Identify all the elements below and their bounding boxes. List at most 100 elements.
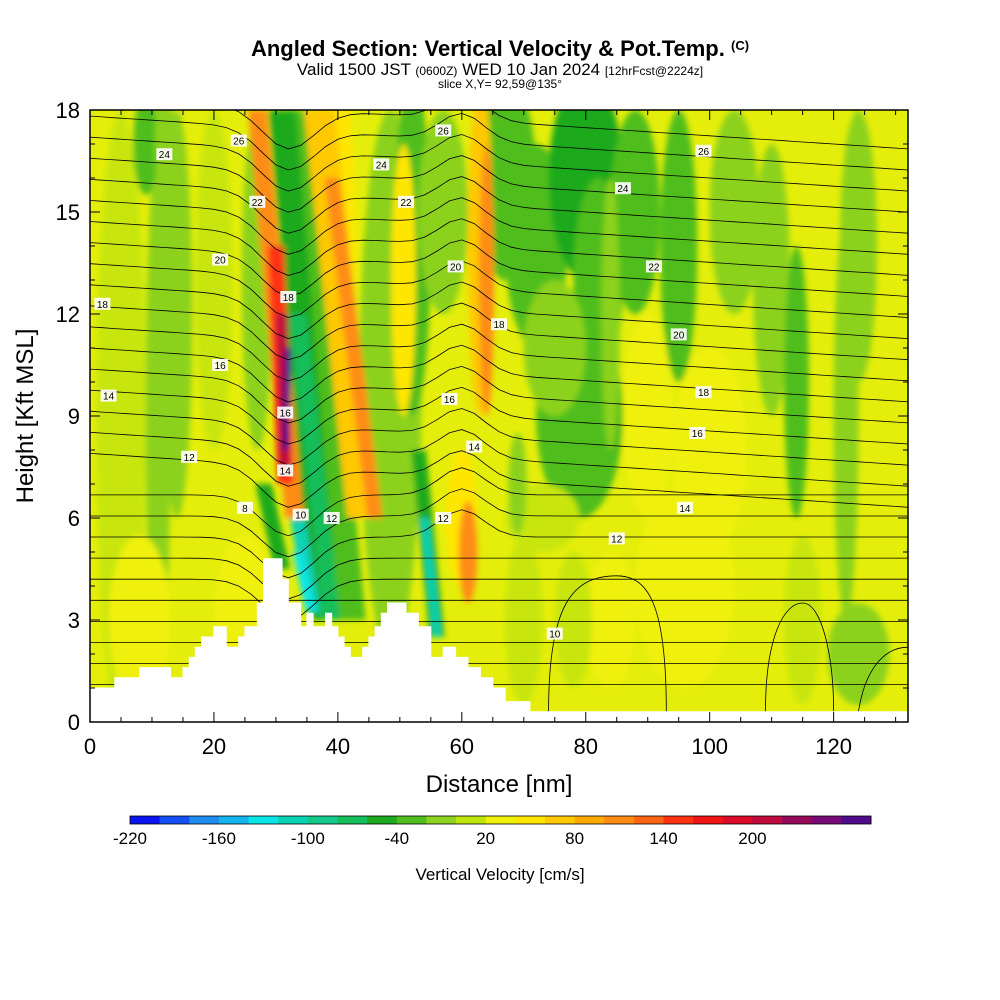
vertical-velocity-field [96,110,890,722]
pot-temp-contour [90,509,908,579]
colorbar-tick-label: 20 [476,829,495,848]
velocity-cell [155,110,174,212]
pot-temp-contour [90,323,908,382]
contour-label-text: 20 [215,256,227,267]
contour-label-bg [100,389,117,402]
contour-label: 14 [277,464,294,477]
updraft-core [282,348,292,450]
pot-temp-contour [90,197,908,255]
contour-label-bg [373,158,390,171]
contour-label-bg [323,512,340,524]
contour-label: 16 [689,427,706,440]
velocity-cell [505,535,543,705]
contour-label-bg [645,260,662,273]
x-tick-label: 60 [450,734,474,759]
colorbar-swatch [752,816,783,824]
x-axis: 0 20 40 60 80 100 120 [84,110,897,759]
terrain [90,558,908,722]
pot-temp-contour [90,467,908,537]
colorbar-swatch [278,816,309,824]
colorbar-swatch [782,816,813,824]
contour-label-text: 12 [326,514,338,525]
x-axis-label: Distance [nm] [426,771,573,798]
y-tick-label: 0 [68,710,80,735]
contour-label: 10 [546,627,563,641]
colorbar-swatch [633,816,665,824]
contour-label-bg [435,512,452,524]
pot-temp-contour [90,488,908,558]
pot-temp-contour [90,155,908,213]
pot-temp-contour [90,429,908,487]
contour-label-bg [156,148,173,161]
contour-label-bg [212,359,229,371]
contour-label-text: 20 [673,330,685,341]
contour-label-bg [236,501,253,514]
contour-label-bg [435,124,452,137]
colorbar-swatch [426,816,457,824]
contour-label-bg [280,291,297,303]
colorbar-tick-label: 80 [565,829,584,848]
contour-label-bg [447,260,464,273]
colorbar-swatch [693,816,724,824]
pot-temp-contour [765,602,835,712]
plot-area: 26 24 22 20 18 16 14 12 8 18 16 14 10 12 26 24 22 20 18 16 1… [90,110,908,722]
velocity-cell [753,144,791,416]
x-tick-label: 80 [574,734,598,759]
colorbar-swatch [307,816,338,824]
colorbar-swatch [515,816,546,824]
contour-label-text: 24 [376,160,388,171]
contour-label-text: 10 [295,511,307,522]
contour-label-text: 12 [611,534,623,545]
contour-label-text: 12 [184,453,196,464]
colorbar-swatch [248,816,279,824]
contour-label: 18 [94,297,111,311]
colorbar-label: Vertical Velocity [cm/s] [415,865,584,884]
pot-temp-contour [90,134,908,192]
contour-label: 24 [614,182,631,195]
contour-label-text: 18 [283,293,295,304]
contour-label-bg [398,195,415,208]
velocity-cell [709,110,760,314]
contour-label-text: 22 [648,262,660,273]
x-tick-label: 40 [326,734,350,759]
contour-label: 16 [441,393,458,406]
slice-info: slice X,Y= 92,59@135° [437,77,563,91]
contour-label: 18 [491,318,507,331]
colorbar-swatch [130,816,161,824]
velocity-cell [784,535,822,705]
colorbar-swatch [604,816,635,824]
contour-label-bg [230,134,247,147]
pot-temp-contour [90,176,908,234]
y-tick-label: 12 [56,302,80,327]
contour-label-text: 16 [215,361,227,372]
velocity-cell [391,144,416,416]
contour-label-bg [695,144,712,157]
pot-temp-contour [90,365,908,424]
y-axis: 0 3 6 9 12 15 18 [56,98,908,735]
pot-temp-contour [90,218,908,276]
contour-label: 16 [212,359,229,372]
contour-label: 26 [435,124,452,137]
velocity-cell [108,535,171,705]
contour-label-bg [614,182,631,195]
colorbar-swatch [367,816,398,824]
contour-label-text: 12 [438,514,450,525]
contour-label: 24 [156,148,173,161]
contour-label-bg [249,195,266,208]
velocity-cell [601,178,620,450]
velocity-cell [523,280,586,416]
contour-label-bg [292,508,309,521]
colorbar-swatch [189,816,220,824]
y-tick-label: 15 [56,200,80,225]
contour-label-text: 14 [469,443,481,454]
contour-label: 22 [249,195,266,209]
pot-temp-contour [90,281,908,340]
contour-label-bg [441,393,458,405]
contour-label-bg [181,450,198,463]
downdraft-band [255,484,291,569]
y-tick-label: 6 [68,506,80,531]
velocity-cell [458,501,478,603]
contour-label-text: 26 [233,137,245,148]
colorbar-swatch [811,816,842,824]
